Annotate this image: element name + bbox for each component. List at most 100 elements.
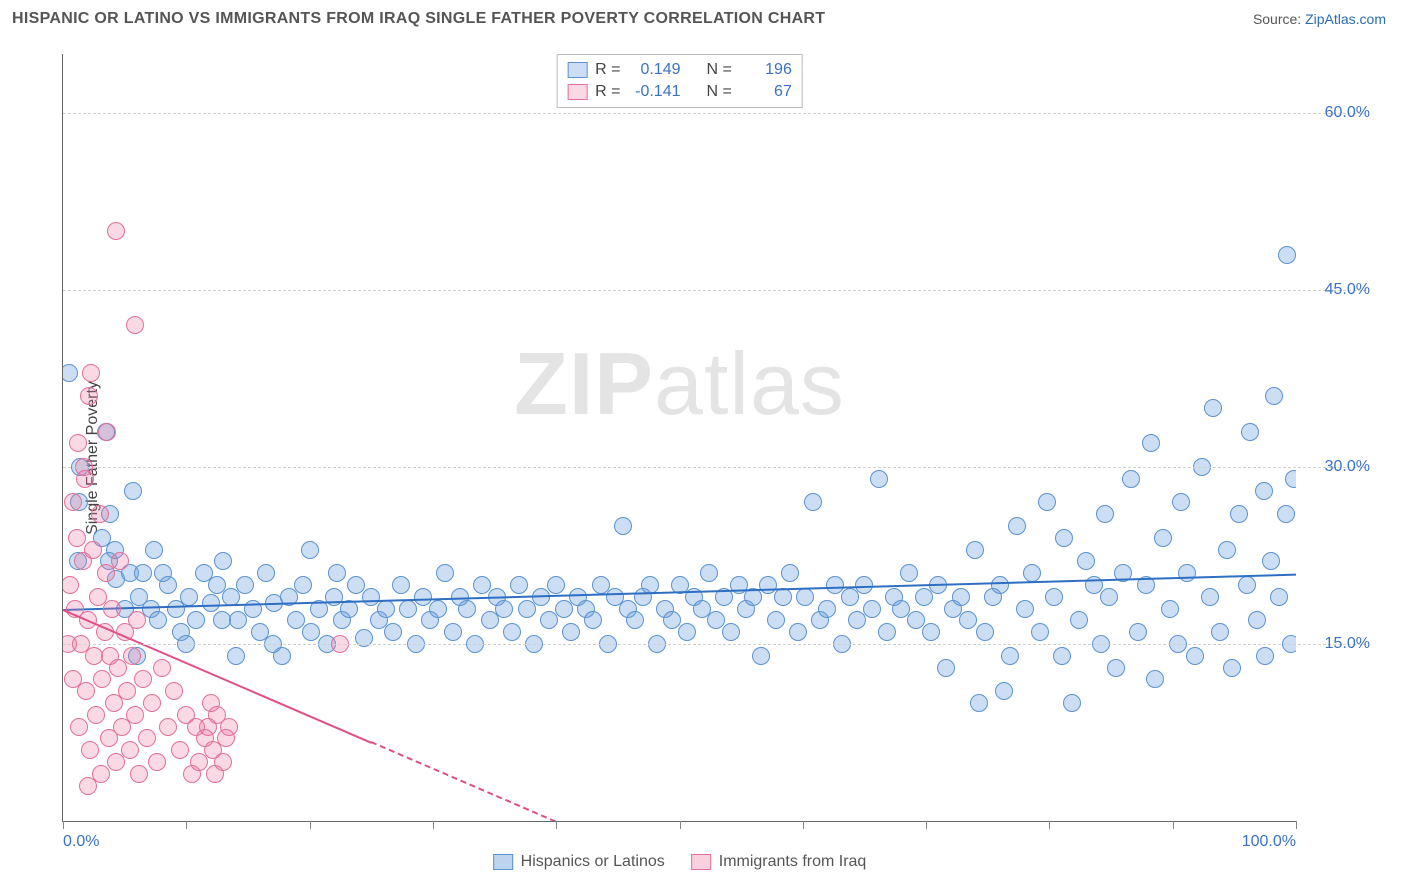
series-legend-label: Immigrants from Iraq [719,853,867,871]
data-point [1055,529,1073,547]
data-point [900,564,918,582]
data-point [1248,611,1266,629]
data-point [915,588,933,606]
data-point [64,493,82,511]
series-legend: Hispanics or LatinosImmigrants from Iraq [493,853,867,871]
data-point [626,611,644,629]
data-point [302,623,320,641]
data-point [377,600,395,618]
data-point [555,600,573,618]
chart-title: HISPANIC OR LATINO VS IMMIGRANTS FROM IR… [12,10,825,28]
data-point [781,564,799,582]
data-point [121,741,139,759]
grid-line [63,113,1366,114]
data-point [70,718,88,736]
x-tick [556,821,557,829]
data-point [614,517,632,535]
data-point [124,482,142,500]
data-point [134,564,152,582]
data-point [328,564,346,582]
data-point [138,729,156,747]
data-point [796,588,814,606]
data-point [995,682,1013,700]
data-point [206,765,224,783]
data-point [922,623,940,641]
data-point [870,470,888,488]
data-point [1146,670,1164,688]
data-point [190,753,208,771]
data-point [227,647,245,665]
legend-swatch [567,84,587,100]
data-point [444,623,462,641]
data-point [767,611,785,629]
trend-line [371,741,557,821]
data-point [1053,647,1071,665]
data-point [244,600,262,618]
legend-r-label: R = [595,61,620,79]
correlation-legend: R =0.149N =196R =-0.141N =67 [556,54,803,108]
watermark: ZIPatlas [514,333,845,435]
series-legend-item: Immigrants from Iraq [691,853,867,871]
data-point [841,588,859,606]
data-point [1186,647,1204,665]
x-tick [433,821,434,829]
data-point [126,316,144,334]
x-tick [1296,821,1297,829]
data-point [84,541,102,559]
data-point [145,541,163,559]
data-point [1161,600,1179,618]
legend-n-label: N = [707,61,732,79]
x-tick [310,821,311,829]
data-point [1255,482,1273,500]
y-tick-label: 15.0% [1325,635,1370,653]
legend-swatch [493,854,513,870]
data-point [384,623,402,641]
y-tick-label: 45.0% [1325,281,1370,299]
chart-header: HISPANIC OR LATINO VS IMMIGRANTS FROM IR… [0,0,1406,32]
data-point [81,741,99,759]
data-point [970,694,988,712]
data-point [1023,564,1041,582]
data-point [63,364,78,382]
data-point [1223,659,1241,677]
data-point [722,623,740,641]
data-point [1172,493,1190,511]
data-point [69,434,87,452]
data-point [436,564,454,582]
x-tick [186,821,187,829]
data-point [1154,529,1172,547]
legend-n-value: 196 [740,61,792,79]
data-point [1100,588,1118,606]
data-point [752,647,770,665]
data-point [429,600,447,618]
data-point [562,623,580,641]
data-point [818,600,836,618]
data-point [1270,588,1288,606]
legend-r-value: -0.141 [629,83,681,101]
data-point [1256,647,1274,665]
grid-line [63,644,1366,645]
grid-line [63,290,1366,291]
data-point [217,729,235,747]
legend-swatch [567,62,587,78]
data-point [976,623,994,641]
data-point [123,647,141,665]
data-point [1201,588,1219,606]
x-tick [803,821,804,829]
data-point [518,600,536,618]
data-point [700,564,718,582]
data-point [1278,246,1296,264]
source-link[interactable]: ZipAtlas.com [1305,11,1386,27]
data-point [107,222,125,240]
data-point [1063,694,1081,712]
data-point [678,623,696,641]
data-point [91,505,109,523]
data-point [171,741,189,759]
data-point [1178,564,1196,582]
y-tick-label: 30.0% [1325,458,1370,476]
data-point [80,387,98,405]
data-point [399,600,417,618]
data-point [863,600,881,618]
data-point [134,670,152,688]
x-tick [1173,821,1174,829]
